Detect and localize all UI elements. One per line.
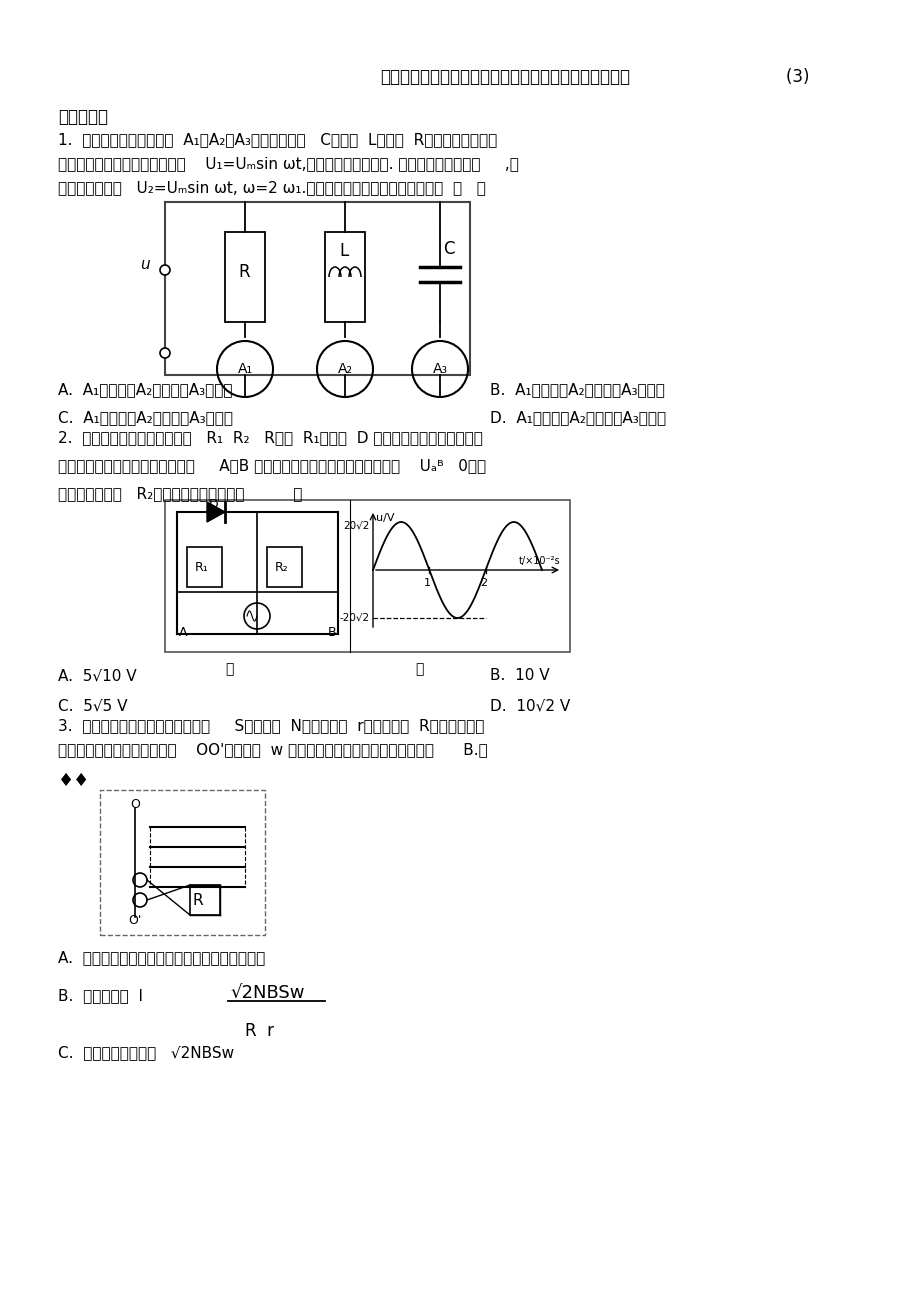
Bar — [165, 500, 570, 652]
Text: 电电压瞬时值为   U₂=Uₘsin ωt, ω=2 ω₁.改换电源后，三个电流表的读数将  （   ）: 电电压瞬时值为 U₂=Uₘsin ωt, ω=2 ω₁.改换电源后，三个电流表的… — [58, 180, 485, 195]
Text: B: B — [328, 625, 336, 638]
Text: O: O — [130, 797, 140, 810]
Text: 甲: 甲 — [225, 662, 233, 676]
Text: L: L — [338, 242, 348, 261]
Text: R₁: R₁ — [195, 560, 209, 573]
Text: A.  5√10 V: A. 5√10 V — [58, 668, 137, 683]
Text: 3.  如图所示，有一矩形线圈面积为     S，匝数为  N，总电阻为  r，外电阻为  R，接触电阻不: 3. 如图所示，有一矩形线圈面积为 S，匝数为 N，总电阻为 r，外电阻为 R，… — [58, 718, 483, 734]
Circle shape — [160, 265, 170, 275]
Text: C: C — [443, 240, 454, 258]
Bar — [190, 885, 220, 915]
Text: A₂: A₂ — [337, 362, 352, 377]
Text: R: R — [238, 263, 249, 281]
Text: -20√2: -20√2 — [339, 612, 369, 622]
Text: √2NBSw: √2NBSw — [230, 984, 304, 1002]
Text: B.  10 V: B. 10 V — [490, 668, 549, 683]
Text: R₂: R₂ — [275, 560, 289, 573]
Text: 2.  如图甲所示电路，已知电阻   R₁  R₂   R，和  R₁并联的  D 是理想二极管（正向电阻可: 2. 如图甲所示电路，已知电阻 R₁ R₂ R，和 R₁并联的 D 是理想二极管… — [58, 430, 482, 446]
Text: 压为正值）。则   R₂两端电压的有效值为（          ）: 压为正值）。则 R₂两端电压的有效值为（ ） — [58, 486, 302, 500]
Text: 计，线圈绕垂直于磁感线的轴    OO'以角速度  w 匀速转动，匀强磁场的磁感应强度为      B.则: 计，线圈绕垂直于磁感线的轴 OO'以角速度 w 匀速转动，匀强磁场的磁感应强度为… — [58, 741, 487, 757]
Text: 2: 2 — [480, 579, 487, 588]
Text: 1.  如图所示，交流电流表  A₁、A₂、A₃分别与电容器   C、线圈  L和电阻  R串联后接在同一个: 1. 如图所示，交流电流表 A₁、A₂、A₃分别与电容器 C、线圈 L和电阻 R… — [58, 132, 496, 147]
Text: (3): (3) — [765, 68, 809, 86]
Text: 1: 1 — [424, 579, 430, 588]
Text: A.  当线圈平面与磁感线平行时，线圈中电流为零: A. 当线圈平面与磁感线平行时，线圈中电流为零 — [58, 950, 265, 966]
Text: ♦♦: ♦♦ — [58, 771, 90, 790]
Text: D: D — [209, 498, 219, 511]
Text: B.  电流有效值  I: B. 电流有效值 I — [58, 988, 142, 1003]
Text: 交流电源上，供电电压瞬时值为    U₁=Uₘsin ωt,三个电流表读数相同. 现换另一个电源供电     ,供: 交流电源上，供电电压瞬时值为 U₁=Uₘsin ωt,三个电流表读数相同. 现换… — [58, 156, 518, 171]
Text: A.  A₁将减小，A₂将增大，A₃将不变: A. A₁将减小，A₂将增大，A₃将不变 — [58, 382, 233, 397]
Bar — [324, 232, 365, 322]
Polygon shape — [207, 502, 225, 523]
Text: u/V: u/V — [376, 513, 394, 523]
Bar — [100, 790, 265, 936]
Text: 一、选择题: 一、选择题 — [58, 108, 108, 126]
Text: 高考物理最新电磁学知识点之交变电流基础测试题含答案: 高考物理最新电磁学知识点之交变电流基础测试题含答案 — [380, 68, 630, 86]
Text: R  r: R r — [244, 1022, 274, 1040]
Text: u: u — [140, 257, 150, 272]
Text: C.  电动势的最大值为   √2NBSw: C. 电动势的最大值为 √2NBSw — [58, 1045, 233, 1061]
Bar — [267, 547, 301, 586]
Text: D.  10√2 V: D. 10√2 V — [490, 698, 570, 713]
Text: B.  A₁将增大，A₂将减小，A₃将不变: B. A₁将增大，A₂将减小，A₃将不变 — [490, 382, 664, 397]
Text: C.  A₁将不变，A₂将减小，A₃将增大: C. A₁将不变，A₂将减小，A₃将增大 — [58, 410, 233, 425]
Text: R: R — [192, 893, 203, 907]
Text: C.  5√5 V: C. 5√5 V — [58, 698, 128, 713]
Circle shape — [160, 348, 170, 358]
Text: 视为零，反向电阻为无穷大），在     A、B 之间加一个如图乙所示的交变电压（    Uₐᴮ   0时电: 视为零，反向电阻为无穷大），在 A、B 之间加一个如图乙所示的交变电压（ Uₐᴮ… — [58, 457, 485, 473]
Text: 乙: 乙 — [414, 662, 423, 676]
Text: A₁: A₁ — [237, 362, 253, 377]
Text: A: A — [179, 625, 187, 638]
Text: A₃: A₃ — [432, 362, 447, 377]
Text: D.  A₁将减小，A₂将减小，A₃将不变: D. A₁将减小，A₂将减小，A₃将不变 — [490, 410, 665, 425]
Text: 20√2: 20√2 — [344, 520, 369, 530]
Bar — [165, 202, 470, 375]
Text: O': O' — [128, 913, 142, 926]
Text: t/×10⁻²s: t/×10⁻²s — [517, 556, 560, 566]
Bar — [187, 547, 221, 586]
Bar — [225, 232, 265, 322]
